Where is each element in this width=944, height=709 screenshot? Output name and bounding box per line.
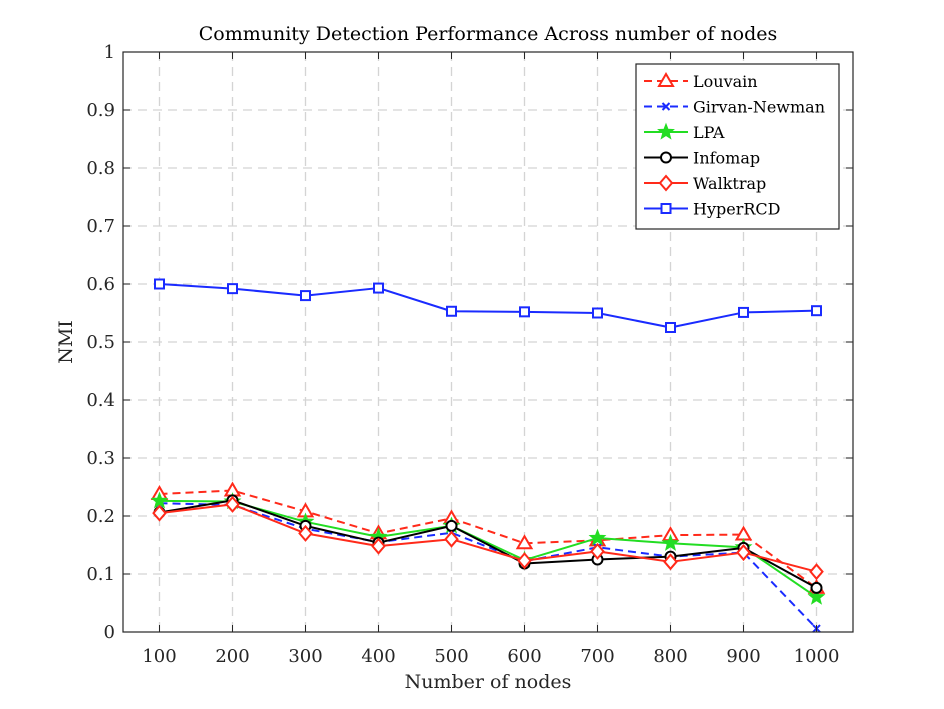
legend-marker — [658, 174, 674, 192]
data-point-walktrap — [590, 542, 605, 560]
x-tick-label: 600 — [507, 646, 541, 667]
series-line-infomap — [159, 499, 817, 589]
x-tick-label: 700 — [580, 646, 614, 667]
y-tick-label: 0.2 — [86, 506, 115, 527]
y-axis-label: NMI — [55, 320, 77, 364]
data-point-walktrap — [809, 563, 824, 581]
series-line-girvan-newman — [159, 502, 818, 630]
x-tick-label: 400 — [361, 646, 395, 667]
data-point-walktrap — [736, 544, 751, 562]
data-point-hyperrcd — [300, 290, 311, 302]
data-point-lpa — [150, 491, 169, 509]
data-point-walktrap — [371, 537, 386, 555]
data-point-walktrap — [444, 530, 459, 548]
axis-ticks: 0 0.1 0.2 0.3 0.4 0.5 0.6 0.7 0.8 0.9 1 100 200 300 40… — [86, 42, 853, 667]
legend-marker — [657, 122, 675, 140]
legend-label: Louvain — [693, 72, 758, 91]
series-line-hyperrcd — [159, 283, 817, 329]
data-point-louvain — [515, 534, 534, 550]
x-tick-label: 800 — [653, 646, 687, 667]
y-tick-label: 0 — [104, 622, 115, 643]
legend-label: HyperRCD — [693, 200, 780, 219]
legend-label: Infomap — [693, 149, 760, 168]
legend-box — [635, 63, 840, 230]
y-tick-label: 0.5 — [86, 332, 115, 353]
series-group — [150, 278, 826, 633]
legend-item-hyperrcd: HyperRCD — [644, 200, 780, 219]
series-hyperrcd — [154, 278, 822, 333]
data-point-infomap — [445, 519, 458, 532]
y-tick-label: 0.8 — [86, 158, 115, 179]
marker-stroke — [661, 102, 671, 111]
y-tick-label: 0.3 — [86, 448, 115, 469]
series-line-lpa — [159, 499, 818, 599]
x-tick-label: 300 — [288, 646, 322, 667]
data-point-infomap — [810, 581, 823, 594]
legend-item-louvain: Louvain — [644, 72, 758, 91]
legend-label: Walktrap — [693, 174, 766, 193]
data-point-hyperrcd — [592, 307, 603, 319]
legend-marker — [661, 102, 671, 111]
data-point-walktrap — [663, 553, 678, 571]
y-tick-label: 0.1 — [86, 564, 115, 585]
legend: Louvain Girvan-Newman LPA Infomap Walktrap Hy… — [635, 63, 840, 230]
x-tick-label: 200 — [215, 646, 249, 667]
x-tick-label: 100 — [142, 646, 176, 667]
x-tick-label: 900 — [726, 646, 760, 667]
x-tick-label: 1000 — [794, 646, 840, 667]
grid-lines — [123, 52, 853, 632]
legend-marker — [660, 151, 672, 164]
legend-item-lpa: LPA — [644, 122, 725, 142]
data-point-lpa — [661, 533, 680, 551]
data-point-lpa — [588, 528, 607, 546]
y-tick-label: 0.9 — [86, 100, 115, 121]
x-axis-label: Number of nodes — [405, 671, 572, 693]
data-point-walktrap — [152, 504, 167, 522]
x-tick-label: 500 — [434, 646, 468, 667]
legend-item-walktrap: Walktrap — [644, 174, 766, 193]
series-line-louvain — [159, 489, 818, 589]
data-point-hyperrcd — [811, 305, 822, 317]
legend-item-infomap: Infomap — [644, 149, 760, 168]
y-tick-label: 0.7 — [86, 216, 115, 237]
y-tick-label: 0.6 — [86, 274, 115, 295]
data-point-hyperrcd — [519, 306, 530, 318]
data-point-hyperrcd — [446, 305, 457, 317]
legend-label: LPA — [693, 123, 725, 142]
y-tick-label: 0.4 — [86, 390, 115, 411]
legend-marker — [657, 72, 675, 87]
data-point-hyperrcd — [665, 322, 676, 333]
chart-title: Community Detection Performance Across n… — [199, 23, 778, 45]
data-point-lpa — [807, 587, 826, 605]
data-point-hyperrcd — [373, 282, 384, 294]
data-point-hyperrcd — [154, 278, 165, 290]
legend-label: Girvan-Newman — [693, 98, 825, 117]
data-point-walktrap — [298, 524, 313, 542]
data-point-hyperrcd — [227, 283, 238, 295]
y-tick-label: 1 — [104, 42, 115, 63]
series-line-walktrap — [159, 503, 817, 573]
data-point-hyperrcd — [738, 306, 749, 318]
data-point-walktrap — [517, 552, 532, 570]
legend-item-girvan-newman: Girvan-Newman — [644, 98, 825, 117]
legend-marker — [660, 203, 672, 214]
series-walktrap — [152, 495, 824, 581]
data-point-walktrap — [225, 495, 240, 513]
